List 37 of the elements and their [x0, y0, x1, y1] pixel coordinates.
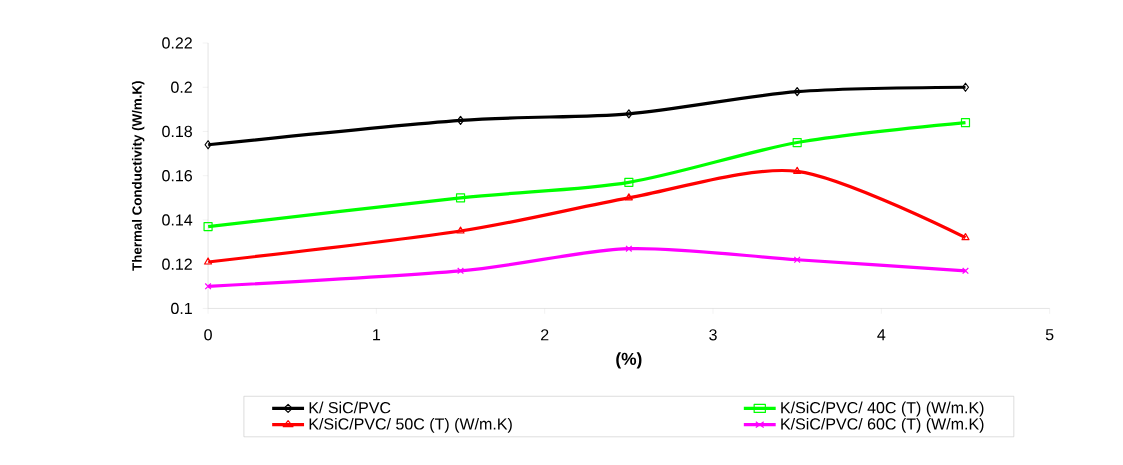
x-tick-label: 1: [373, 328, 381, 340]
y-tick-label: 0.14: [162, 214, 193, 226]
point: [961, 232, 970, 241]
x-tick-label: 3: [709, 328, 717, 341]
point: [624, 177, 634, 187]
legend-label: K/ SiC/PVC: [309, 401, 391, 414]
x-tick-label: 5: [1045, 328, 1054, 341]
y-tick-label: 0.22: [162, 37, 192, 49]
point: [203, 221, 213, 231]
point: [793, 86, 801, 97]
point: [962, 267, 969, 275]
point: [204, 139, 212, 150]
point: [455, 193, 466, 203]
y-tick-label: 0.1: [171, 302, 192, 314]
point: [793, 166, 802, 174]
point: [456, 226, 465, 234]
y-axis-title: Thermal Conductivity (W/m.K): [131, 80, 145, 271]
y-tick-label: 0.16: [162, 169, 192, 182]
point: [457, 267, 464, 275]
point: [204, 282, 212, 290]
point: [204, 257, 213, 265]
y-tick-label: 0.12: [162, 258, 192, 270]
x-tick-label: 0: [204, 328, 212, 341]
y-tick-label: 0.2: [171, 81, 192, 93]
point: [792, 137, 802, 147]
point: [960, 117, 971, 127]
x-tick-label: 4: [877, 328, 886, 340]
x-axis-title: (%): [616, 352, 642, 369]
y-tick-label: 0.18: [162, 125, 192, 137]
x-tick-label: 2: [541, 328, 549, 341]
point: [961, 82, 970, 92]
point: [624, 193, 633, 201]
legend-label: K/SiC/PVC/ 40C (T) (W/m.K): [781, 401, 984, 417]
legend-label: K/SiC/PVC/ 60C (T) (W/m.K): [781, 417, 984, 433]
legend-label: K/SiC/PVC/ 50C (T) (W/m.K): [309, 417, 512, 433]
point: [625, 245, 633, 252]
point: [625, 108, 633, 119]
